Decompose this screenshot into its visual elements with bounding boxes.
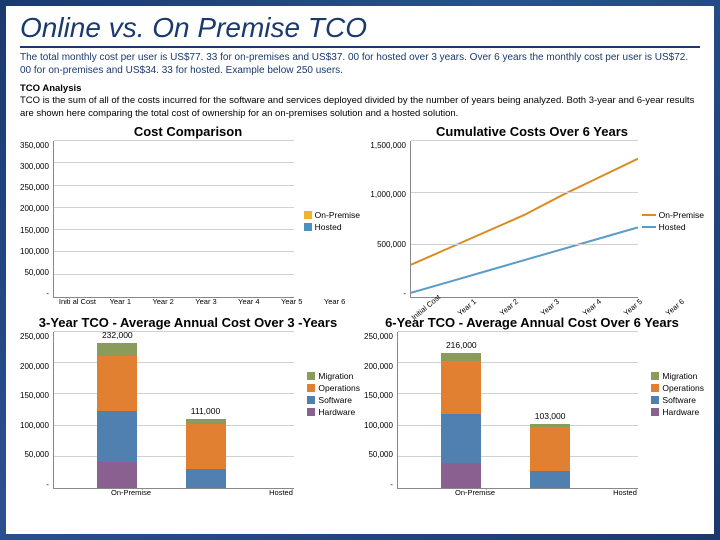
chart4-title: 6-Year TCO - Average Annual Cost Over 6 …	[364, 315, 700, 330]
chart3-xaxis: On-PremiseHosted	[56, 489, 356, 497]
chart4-xaxis: On-PremiseHosted	[400, 489, 700, 497]
cumulative-costs-chart: Cumulative Costs Over 6 Years 1,500,0001…	[364, 124, 700, 311]
cost-comparison-chart: Cost Comparison 350,000300,000250,000200…	[20, 124, 356, 311]
chart1-plot	[53, 141, 294, 298]
chart2-yaxis: 1,500,0001,000,000500,000-	[364, 141, 410, 298]
chart4-yaxis: 250,000200,000150,000100,00050,000-	[364, 332, 397, 489]
tco-heading: TCO Analysis	[20, 83, 81, 94]
tco-analysis-box: TCO Analysis TCO is the sum of all of th…	[20, 83, 700, 120]
chart3-plot: 232,000111,000	[53, 332, 294, 489]
title-rule	[20, 46, 700, 48]
tco-6yr-chart: 6-Year TCO - Average Annual Cost Over 6 …	[364, 315, 700, 502]
chart2-title: Cumulative Costs Over 6 Years	[364, 124, 700, 139]
chart2-plot	[410, 141, 638, 298]
chart3-yaxis: 250,000200,000150,000100,00050,000-	[20, 332, 53, 489]
tco-3yr-chart: 3-Year TCO - Average Annual Cost Over 3 …	[20, 315, 356, 502]
page-title: Online vs. On Premise TCO	[6, 6, 714, 46]
chart2-legend: On-PremiseHosted	[642, 210, 704, 232]
chart3-title: 3-Year TCO - Average Annual Cost Over 3 …	[20, 315, 356, 330]
intro-text: The total monthly cost per user is US$77…	[6, 52, 714, 83]
chart3-legend: MigrationOperationsSoftwareHardware	[307, 371, 360, 417]
chart4-plot: 216,000103,000	[397, 332, 638, 489]
tco-body: TCO is the sum of all of the costs incur…	[20, 95, 694, 118]
chart4-legend: MigrationOperationsSoftwareHardware	[651, 371, 704, 417]
chart1-xaxis: Initi al CostYear 1Year 2Year 3Year 4Yea…	[56, 298, 356, 306]
chart1-legend: On-PremiseHosted	[304, 210, 360, 232]
chart1-title: Cost Comparison	[20, 124, 356, 139]
chart1-yaxis: 350,000300,000250,000200,000150,000100,0…	[20, 141, 53, 298]
